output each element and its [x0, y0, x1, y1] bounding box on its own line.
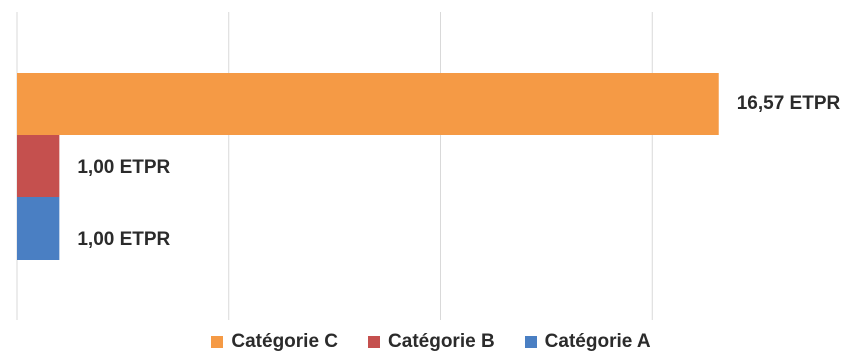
data-label-categorie-b: 1,00 ETPR	[77, 157, 170, 178]
legend-swatch-categorie-c	[211, 335, 224, 348]
legend-swatch-categorie-b	[368, 335, 381, 348]
legend-swatch-categorie-a	[524, 335, 537, 348]
legend-item-categorie-a: Catégorie A	[524, 330, 651, 353]
legend-label-categorie-c: Catégorie C	[231, 330, 339, 352]
legend-label-categorie-b: Catégorie B	[388, 330, 495, 352]
legend-label-categorie-a: Catégorie A	[544, 330, 651, 352]
data-label-categorie-a: 1,00 ETPR	[77, 229, 170, 250]
bar-categorie-a	[17, 197, 60, 260]
legend-item-categorie-b: Catégorie B	[368, 331, 495, 353]
bar-categorie-c	[17, 73, 719, 135]
legend-item-categorie-c: Catégorie C	[211, 331, 338, 353]
data-label-categorie-c: 16,57 ETPR	[737, 93, 841, 114]
bar-categorie-b	[17, 135, 60, 197]
bar-chart: 16,57 ETPR 1,00 ETPR 1,00 ETPR	[16, 12, 841, 320]
chart-legend: Catégorie C Catégorie B Catégorie A	[0, 328, 862, 355]
